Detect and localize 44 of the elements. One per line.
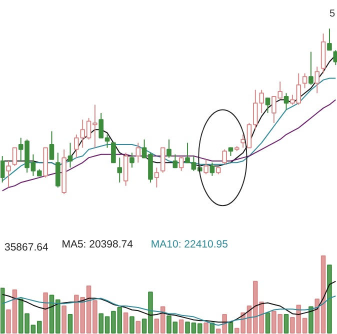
text: 5 [330,8,336,20]
candlestick [302,72,308,89]
candlestick [12,147,18,166]
candlestick [130,152,134,168]
bar [0,288,5,334]
bar [265,312,270,334]
candlestick [6,160,11,188]
bar [284,314,289,334]
candlestick [240,134,246,148]
candlestick [204,158,208,175]
candlestick [178,156,184,172]
candlestick [0,156,5,184]
bar [123,312,128,334]
text: 35867.64 [4,242,48,254]
candlestick [284,92,289,110]
bar [228,322,234,334]
bar [308,306,314,334]
candlestick [166,138,172,158]
candlestick [210,162,215,176]
candlestick [49,130,54,160]
candlestick [172,154,178,168]
candlestick [314,66,320,94]
bar [68,314,73,334]
candlestick [117,157,122,184]
candlestick [160,147,166,174]
bar [178,319,184,334]
candlestick [222,148,227,165]
candlestick [68,142,73,168]
candlestick [154,167,160,188]
candlestick [111,142,116,164]
bar [204,322,208,334]
candlestick [327,28,332,51]
bar [327,264,332,334]
candlestick [333,50,337,66]
candlestick [136,142,141,164]
bar [43,292,48,334]
bar [136,320,141,334]
candlestick [308,51,314,86]
bar [62,305,66,334]
candlestick [265,98,270,114]
text: MA10: 22410.95 [150,238,228,250]
bar [130,316,134,334]
text: MA5: 20398.74 [62,238,134,250]
candlestick [55,152,60,188]
